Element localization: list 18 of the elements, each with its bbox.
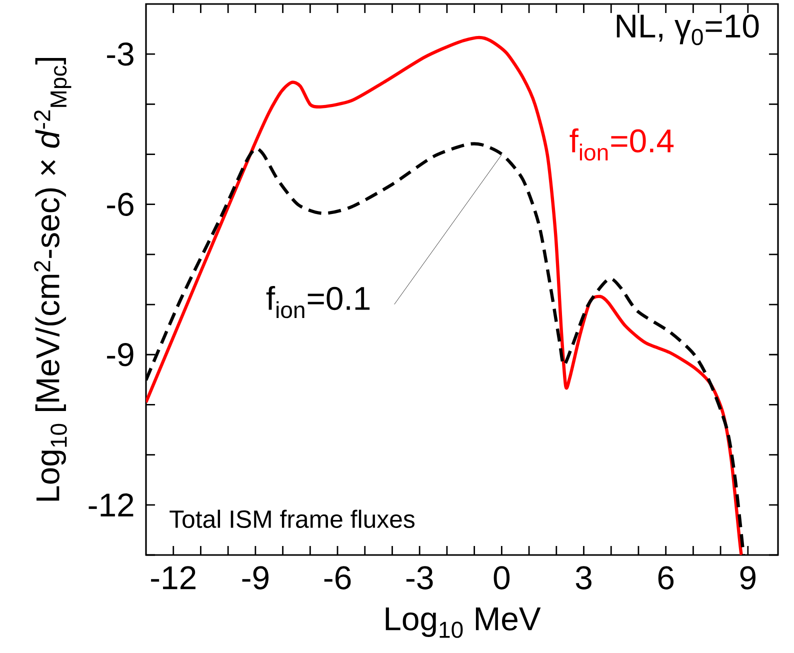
x-tick-label: 6 xyxy=(658,566,674,590)
x-tick-label: -9 xyxy=(242,566,268,590)
y-tick-label: -12 xyxy=(88,493,134,516)
x-tick-label: -3 xyxy=(406,566,433,590)
x-tick-label: -12 xyxy=(151,566,196,590)
y-tick-label: -9 xyxy=(107,343,134,366)
x-tick-label: 9 xyxy=(740,566,756,590)
annotation: NL, γ$_{0}$=10 xyxy=(616,14,759,46)
series-label: f$_{ion}$=0.4 xyxy=(570,128,674,161)
x-tick-label: 3 xyxy=(576,566,592,590)
text: f$_{ion}$=0.1 xyxy=(266,286,370,318)
y-tick-label: -6 xyxy=(107,192,134,216)
x-tick-label: -6 xyxy=(324,566,351,590)
x-axis-title: Log$_{10}$ MeV xyxy=(386,608,541,638)
y-tick-label: -3 xyxy=(107,42,134,66)
annotation: Total ISM frame fluxes xyxy=(170,510,414,528)
x-tick-label: 0 xyxy=(494,566,510,590)
text: Log$_{10}$ [MeV/(cm$^{2}$-sec) × d$^{-2}$$_{Mpc}$] xyxy=(34,58,72,501)
